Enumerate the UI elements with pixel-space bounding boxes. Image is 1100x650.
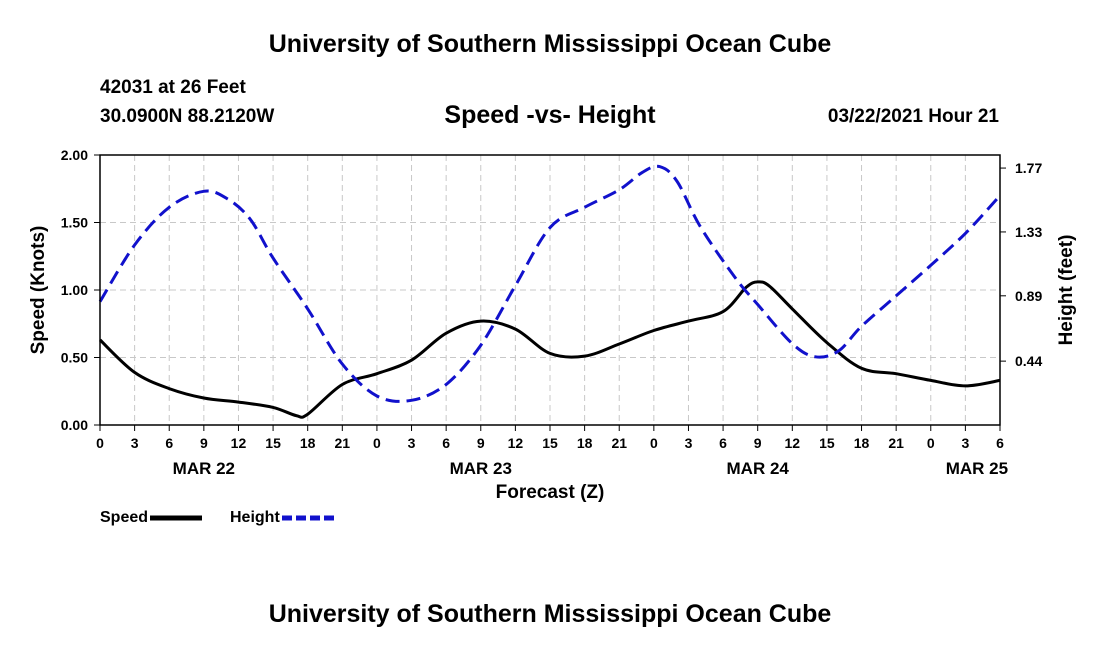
speed-series-line	[98, 280, 1001, 419]
y-left-tick-label: 1.50	[61, 215, 88, 231]
chart-subtitle: Speed -vs- Height	[444, 101, 656, 129]
height-series-line	[98, 164, 1002, 403]
legend-speed-label: Speed	[100, 509, 149, 526]
x-tick-label: 12	[508, 435, 524, 451]
x-tick-label: 3	[961, 435, 969, 451]
x-tick-label: 9	[477, 435, 485, 451]
y-right-tick-label: 1.33	[1015, 224, 1042, 240]
legend-height-label: Height	[230, 509, 280, 526]
x-tick-label: 0	[373, 435, 381, 451]
legend-speed-swatch	[150, 515, 203, 521]
x-tick-label: 21	[611, 435, 627, 451]
y-right-tick-label: 0.89	[1015, 288, 1042, 304]
x-tick-label: 0	[650, 435, 658, 451]
legend-speed: Speed	[100, 509, 203, 527]
legend-height-swatch	[281, 515, 334, 521]
legend-height: Height	[230, 509, 334, 527]
x-tick-label: 6	[442, 435, 450, 451]
x-tick-label: 21	[335, 435, 351, 451]
y-axis-left-label: Speed (Knots)	[28, 226, 49, 355]
chart-title-bottom: University of Southern Mississippi Ocean…	[268, 600, 832, 628]
y-axis-right-label: Height (feet)	[1056, 235, 1077, 346]
x-date-label: MAR 24	[727, 459, 790, 478]
station-label: 42031 at 26 Feet	[100, 77, 246, 98]
x-tick-label: 6	[165, 435, 173, 451]
y-right-tick-label: 1.77	[1015, 160, 1042, 176]
x-date-label: MAR 25	[946, 459, 1008, 478]
x-tick-label: 6	[996, 435, 1004, 451]
x-tick-label: 9	[200, 435, 208, 451]
x-tick-label: 3	[408, 435, 416, 451]
x-tick-label: 15	[819, 435, 835, 451]
x-tick-label: 3	[685, 435, 693, 451]
x-tick-label: 9	[754, 435, 762, 451]
forecast-datetime: 03/22/2021 Hour 21	[827, 106, 999, 127]
x-date-label: MAR 23	[450, 459, 512, 478]
x-tick-label: 0	[96, 435, 104, 451]
x-tick-label: 12	[231, 435, 247, 451]
x-tick-label: 18	[300, 435, 316, 451]
x-tick-label: 12	[785, 435, 801, 451]
x-tick-label: 21	[888, 435, 904, 451]
x-tick-label: 18	[854, 435, 870, 451]
x-date-label: MAR 22	[173, 459, 235, 478]
x-tick-label: 15	[265, 435, 281, 451]
chart-series	[98, 164, 1002, 419]
chart-axes: 0 3 6 9 12 15 18 21 0 3 6 9 12 15 18 21 0 3 6 9 12 15 18 21 0 3 6M…	[61, 147, 1043, 478]
x-tick-label: 3	[131, 435, 139, 451]
station-coordinates: 30.0900N 88.2120W	[100, 106, 275, 127]
y-left-tick-label: 2.00	[61, 147, 88, 163]
y-left-tick-label: 1.00	[61, 282, 88, 298]
x-axis-label: Forecast (Z)	[495, 482, 605, 503]
x-tick-label: 6	[719, 435, 727, 451]
x-tick-label: 0	[927, 435, 935, 451]
x-tick-label: 15	[542, 435, 558, 451]
chart-title-top: University of Southern Mississippi Ocean…	[268, 30, 832, 58]
y-left-tick-label: 0.50	[61, 350, 88, 366]
y-right-tick-label: 0.44	[1015, 353, 1042, 369]
y-left-tick-label: 0.00	[61, 417, 88, 433]
x-tick-label: 18	[577, 435, 593, 451]
chart-grid	[100, 155, 1000, 425]
